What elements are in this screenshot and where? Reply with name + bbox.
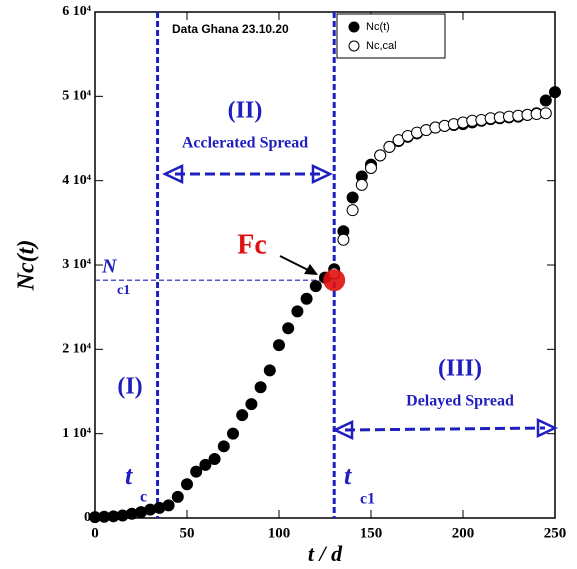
data-point bbox=[355, 178, 368, 191]
legend-label: Nc(t) bbox=[366, 21, 390, 33]
legend-label: Nc,cal bbox=[366, 40, 397, 52]
data-point bbox=[227, 427, 239, 440]
data-point bbox=[254, 381, 267, 394]
y-tick-label: 6 10⁴ bbox=[62, 4, 92, 19]
annotation: Delayed Spread bbox=[406, 393, 514, 410]
data-point bbox=[208, 452, 221, 465]
annotation: t bbox=[125, 461, 133, 490]
y-tick-label: 1 10⁴ bbox=[62, 426, 92, 441]
data-point bbox=[190, 465, 203, 478]
plot-frame bbox=[94, 11, 556, 519]
data-point bbox=[374, 149, 387, 162]
legend-marker bbox=[348, 40, 360, 52]
data-point bbox=[539, 107, 552, 120]
annotation: (II) bbox=[228, 98, 263, 124]
data-point bbox=[291, 305, 304, 318]
data-point bbox=[309, 280, 322, 293]
annotation: (I) bbox=[117, 374, 142, 400]
data-point bbox=[365, 162, 377, 175]
y-tick-label: 4 10⁴ bbox=[62, 173, 92, 188]
data-point bbox=[282, 322, 295, 335]
annotation: t bbox=[344, 461, 352, 490]
annotation: (III) bbox=[438, 356, 482, 382]
arrowhead bbox=[332, 420, 354, 440]
annotation: c1 bbox=[360, 491, 375, 508]
annotation: N bbox=[101, 256, 118, 278]
arrowhead bbox=[304, 264, 318, 275]
data-point bbox=[245, 398, 258, 411]
data-point bbox=[383, 140, 396, 153]
arrowhead bbox=[162, 164, 184, 184]
data-point bbox=[346, 191, 359, 204]
y-tick-label: 5 10⁴ bbox=[62, 89, 92, 104]
fc-marker bbox=[323, 269, 346, 292]
data-point bbox=[539, 94, 552, 107]
data-point bbox=[346, 204, 359, 217]
legend-marker bbox=[348, 21, 360, 33]
data-point bbox=[273, 339, 285, 352]
data-point bbox=[337, 233, 350, 246]
data-point bbox=[263, 364, 276, 377]
annotation: Fc bbox=[237, 229, 267, 260]
data-point bbox=[171, 490, 184, 503]
y-tick-label: 0 bbox=[84, 510, 91, 525]
data-point bbox=[549, 86, 561, 99]
annotation: c1 bbox=[117, 283, 130, 298]
y-axis-label: Nc(t) bbox=[14, 240, 40, 292]
arrowhead bbox=[311, 164, 333, 184]
x-tick-label: 0 bbox=[91, 525, 99, 541]
data-point bbox=[300, 292, 313, 305]
arrow bbox=[344, 426, 546, 432]
x-tick-label: 200 bbox=[452, 525, 475, 541]
x-tick-label: 150 bbox=[360, 525, 383, 541]
data-point bbox=[199, 458, 212, 471]
y-tick-label: 3 10⁴ bbox=[62, 257, 92, 272]
data-point bbox=[162, 499, 175, 512]
x-tick-label: 50 bbox=[180, 525, 195, 541]
arrowhead bbox=[536, 418, 558, 438]
x-tick-label: 250 bbox=[544, 525, 567, 541]
annotation: Acclerated Spread bbox=[182, 135, 308, 152]
arrow bbox=[279, 255, 311, 272]
data-point bbox=[217, 440, 230, 453]
y-tick-label: 2 10⁴ bbox=[62, 342, 92, 357]
data-point bbox=[236, 409, 249, 422]
x-tick-label: 100 bbox=[268, 525, 291, 541]
annotation: c bbox=[140, 489, 147, 506]
x-axis-label: t / d bbox=[308, 541, 343, 566]
data-point bbox=[181, 478, 193, 491]
annotation: Data Ghana 23.10.20 bbox=[172, 22, 289, 36]
